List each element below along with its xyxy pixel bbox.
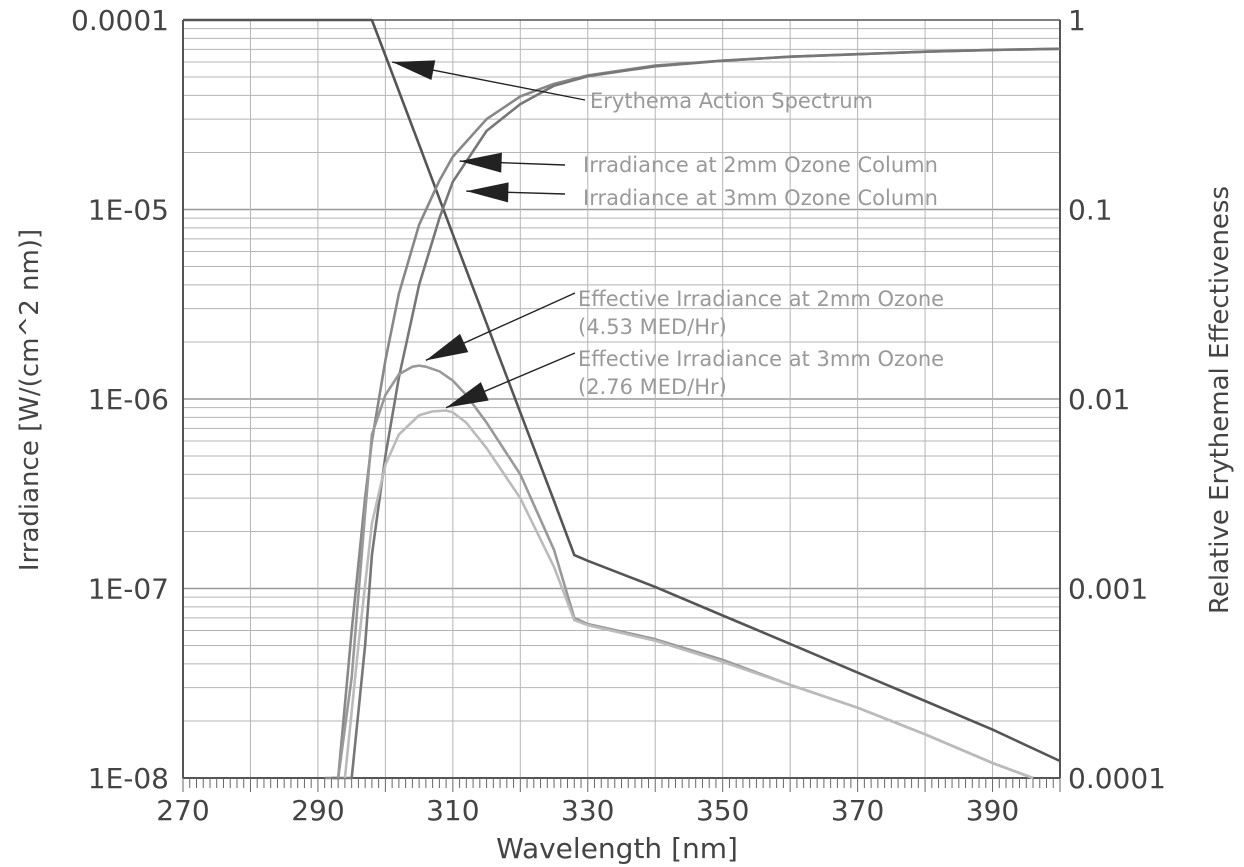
annotations-group: Erythema Action Spectrum Irradiance at 2m… [391, 60, 944, 409]
annotation-arrowhead [425, 333, 469, 361]
x-tick-label: 270 [156, 794, 209, 827]
y-axis-label-right: Relative Erythemal Effectiveness [1205, 186, 1235, 614]
x-axis-label: Wavelength [nm] [496, 832, 738, 865]
y-tick-label-right: 0.001 [1068, 573, 1148, 606]
annotation-arrowhead [459, 152, 502, 173]
series-group [183, 18, 1061, 780]
annotation-sublabel: (4.53 MED/Hr) [578, 315, 727, 339]
y-tick-label-left: 1E-07 [88, 573, 169, 606]
y-axis-label-left: Irradiance [W/(cm^2 nm)] [15, 229, 45, 571]
x-tick-label: 290 [291, 794, 344, 827]
x-tick-label: 370 [831, 794, 884, 827]
y-tick-label-right: 0.01 [1068, 383, 1130, 416]
grid [183, 20, 1060, 779]
y-tick-label-left: 1E-08 [88, 762, 169, 795]
annotation-label: Irradiance at 2mm Ozone Column [583, 153, 938, 177]
y-tick-label-right: 0.1 [1068, 194, 1113, 227]
x-tick-label: 390 [966, 794, 1019, 827]
y-tick-label-right: 1 [1068, 4, 1086, 37]
series-line-effective-irradiance-at-2mm-ozone [336, 364, 1034, 780]
x-tick-label: 330 [561, 794, 614, 827]
annotation-arrowhead [446, 382, 489, 408]
annotation-arrowhead [466, 182, 509, 203]
series-line-effective-irradiance-at-3mm-ozone [343, 409, 1034, 780]
x-tick-label: 310 [426, 794, 479, 827]
annotation-label: Effective Irradiance at 2mm Ozone [578, 287, 944, 311]
plot-frame [182, 19, 1061, 792]
y-tick-label-left: 1E-06 [88, 383, 169, 416]
annotation-label: Irradiance at 3mm Ozone Column [583, 186, 938, 210]
annotation-label: Effective Irradiance at 3mm Ozone [578, 347, 944, 371]
annotation-sublabel: (2.76 MED/Hr) [578, 375, 727, 399]
series-line-irradiance-at-3mm-ozone-column [331, 47, 1061, 780]
y-tick-label-left: 0.0001 [71, 4, 169, 37]
annotation-label: Erythema Action Spectrum [590, 89, 873, 113]
x-tick-label: 350 [696, 794, 749, 827]
tick-labels: 270 290 310 330 350 370 390 1E-08 1E-07 1E-06 1E-0… [71, 4, 1166, 827]
y-tick-label-right: 0.0001 [1068, 762, 1166, 795]
series-line-erythema-action-spectrum [183, 18, 1061, 763]
y-tick-label-left: 1E-05 [88, 194, 169, 227]
annotation-arrowhead [392, 60, 436, 80]
